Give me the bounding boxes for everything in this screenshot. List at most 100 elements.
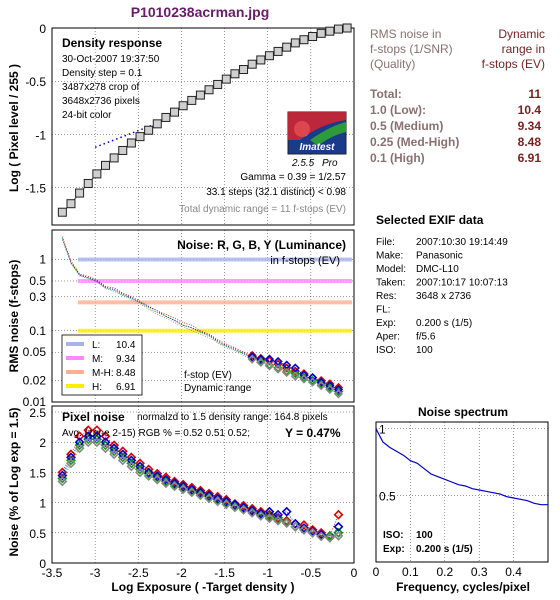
density-point bbox=[92, 169, 102, 179]
spectrum-marks bbox=[375, 428, 548, 506]
x-tick-label: -0.5 bbox=[301, 566, 322, 580]
pixel-x-label: Log Exposure ( -Target density ) bbox=[111, 580, 294, 594]
pixel-point bbox=[316, 527, 327, 538]
pixel-point bbox=[74, 443, 85, 454]
rms-point bbox=[290, 369, 300, 379]
rms-series-line bbox=[61, 239, 339, 395]
y-tick-label: 0.02 bbox=[23, 374, 47, 388]
summary-head-left: RMS noise in bbox=[370, 27, 441, 41]
density-point bbox=[135, 132, 145, 142]
pixel-point bbox=[57, 476, 68, 487]
y-tick-label: 0.1 bbox=[29, 324, 46, 338]
x-tick-label: 0 bbox=[351, 566, 358, 580]
rms-point bbox=[247, 352, 257, 362]
rms-point bbox=[316, 380, 326, 391]
pixel-point bbox=[186, 487, 197, 498]
pixel-point bbox=[299, 520, 309, 530]
rms-point bbox=[256, 354, 266, 364]
pixel-point bbox=[178, 484, 189, 495]
pixel-point bbox=[66, 458, 76, 469]
density-info-line: 30-Oct-2007 19:37:50 bbox=[62, 54, 160, 65]
density-point bbox=[170, 107, 180, 117]
summary-value: 8.48 bbox=[518, 135, 542, 149]
pixel-point bbox=[169, 481, 180, 492]
pixel-point bbox=[290, 518, 301, 529]
avg-rgb-text: Avg. (zone 2-15) RGB % = 0.52 0.51 0.52; bbox=[62, 428, 250, 439]
pixel-point bbox=[255, 508, 266, 519]
legend-key: H: bbox=[92, 382, 102, 393]
pixel-point bbox=[169, 478, 180, 489]
summary-head-right: range in bbox=[502, 42, 545, 56]
density-point bbox=[247, 59, 257, 69]
density-point bbox=[239, 65, 249, 75]
density-point bbox=[221, 74, 231, 84]
spectrum-line bbox=[375, 428, 548, 506]
exif-key: Model: bbox=[376, 264, 406, 275]
density-info-line: 3648x2736 pixels bbox=[62, 96, 140, 107]
exif-value: Panasonic bbox=[416, 251, 463, 262]
pixel-point bbox=[333, 530, 344, 541]
summary-value: 6.91 bbox=[518, 151, 542, 165]
legend-key: M: bbox=[92, 354, 103, 365]
spectrum-x-label: Frequency, cycles/pixel bbox=[396, 580, 530, 594]
x-tick-label: -1.5 bbox=[214, 566, 235, 580]
legend-key: M-H: bbox=[92, 368, 114, 379]
exif-key: FL: bbox=[376, 305, 390, 316]
y-tick-label: 1 bbox=[39, 497, 46, 511]
summary-head-right: Dynamic bbox=[498, 27, 545, 41]
pixel-point bbox=[264, 513, 275, 524]
pixel-point bbox=[221, 499, 232, 510]
density-point bbox=[316, 28, 326, 38]
rms-point bbox=[290, 371, 300, 381]
exif-block: Selected EXIF data File: 2007:10:30 19:14… bbox=[376, 213, 508, 356]
pixel-point bbox=[333, 527, 344, 538]
pixel-y-ticks: 0 0.5 1 1.5 2 2.5 bbox=[29, 406, 46, 571]
pixel-point bbox=[100, 431, 111, 442]
rms-point bbox=[307, 377, 318, 387]
pixel-point bbox=[247, 503, 258, 514]
exif-key: ISO: bbox=[376, 345, 396, 356]
steps-text: 33.1 steps (32.1 distinct) < 0.98 bbox=[206, 187, 346, 198]
pixel-point bbox=[238, 500, 249, 511]
pixel-point bbox=[316, 529, 327, 540]
density-info-line: Density step = 0.1 bbox=[62, 68, 143, 79]
density-marks bbox=[57, 23, 352, 217]
density-point bbox=[204, 85, 214, 95]
rms-point bbox=[333, 389, 344, 399]
density-point bbox=[282, 42, 292, 52]
exif-key: Taken: bbox=[376, 278, 405, 289]
density-point bbox=[308, 32, 318, 42]
summary-label: 1.0 (Low): bbox=[370, 103, 426, 117]
density-point bbox=[83, 178, 93, 188]
density-point bbox=[273, 46, 283, 56]
pixel-point bbox=[169, 479, 180, 490]
pixel-point bbox=[324, 532, 335, 543]
density-point bbox=[299, 35, 309, 45]
x-tick-label: -3.5 bbox=[42, 566, 63, 580]
legend-key: L: bbox=[92, 340, 100, 351]
summary-value: 9.34 bbox=[518, 119, 542, 133]
density-grid bbox=[51, 27, 355, 225]
density-point bbox=[126, 138, 136, 148]
pixel-point bbox=[160, 474, 171, 485]
y-tick-label: -0.5 bbox=[25, 75, 46, 89]
pixel-point bbox=[255, 506, 266, 517]
rms-point bbox=[316, 375, 326, 386]
pixel-point bbox=[74, 431, 85, 442]
legend-value: 10.4 bbox=[116, 340, 136, 351]
legend-value: 9.34 bbox=[116, 354, 136, 365]
density-point bbox=[178, 101, 188, 111]
fstop-note: f-stop (EV) bbox=[184, 370, 232, 381]
spectrum-exp-label: Exp: bbox=[383, 544, 405, 555]
pixel-point bbox=[135, 461, 145, 472]
pixel-point bbox=[221, 496, 232, 507]
rms-point bbox=[264, 361, 275, 371]
summary-head-left: f-stops (1/SNR) bbox=[370, 42, 453, 56]
pixel-point bbox=[109, 440, 120, 451]
x-tick-label: 0.4 bbox=[505, 565, 522, 579]
pixel-point bbox=[186, 485, 197, 496]
density-point bbox=[66, 199, 76, 209]
pixel-point bbox=[247, 507, 258, 518]
exif-value: 0.200 s (1/5) bbox=[416, 318, 472, 329]
